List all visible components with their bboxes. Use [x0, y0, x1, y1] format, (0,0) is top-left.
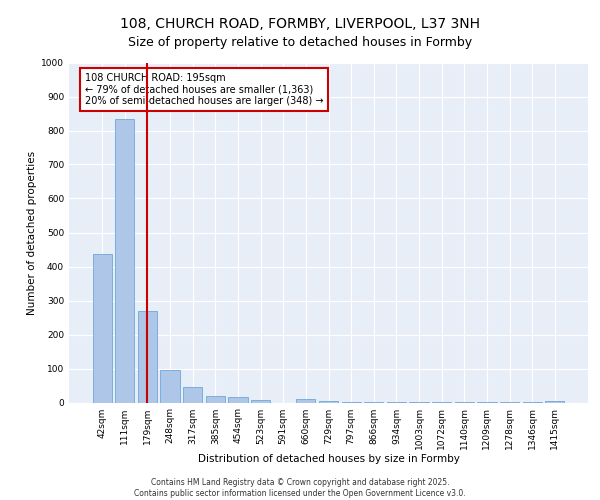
Bar [229, 398, 248, 402]
Text: Contains HM Land Registry data © Crown copyright and database right 2025.
Contai: Contains HM Land Registry data © Crown c… [134, 478, 466, 498]
Bar [115, 118, 134, 403]
Bar [319, 401, 338, 402]
Bar [206, 396, 225, 402]
Bar [92, 254, 112, 402]
Y-axis label: Number of detached properties: Number of detached properties [27, 150, 37, 314]
Bar [160, 370, 180, 402]
Text: 108 CHURCH ROAD: 195sqm
← 79% of detached houses are smaller (1,363)
20% of semi: 108 CHURCH ROAD: 195sqm ← 79% of detache… [85, 72, 323, 106]
Bar [251, 400, 270, 402]
Bar [296, 399, 316, 402]
X-axis label: Distribution of detached houses by size in Formby: Distribution of detached houses by size … [197, 454, 460, 464]
Bar [138, 310, 157, 402]
Bar [183, 387, 202, 402]
Bar [545, 401, 565, 402]
Text: Size of property relative to detached houses in Formby: Size of property relative to detached ho… [128, 36, 472, 49]
Text: 108, CHURCH ROAD, FORMBY, LIVERPOOL, L37 3NH: 108, CHURCH ROAD, FORMBY, LIVERPOOL, L37… [120, 18, 480, 32]
